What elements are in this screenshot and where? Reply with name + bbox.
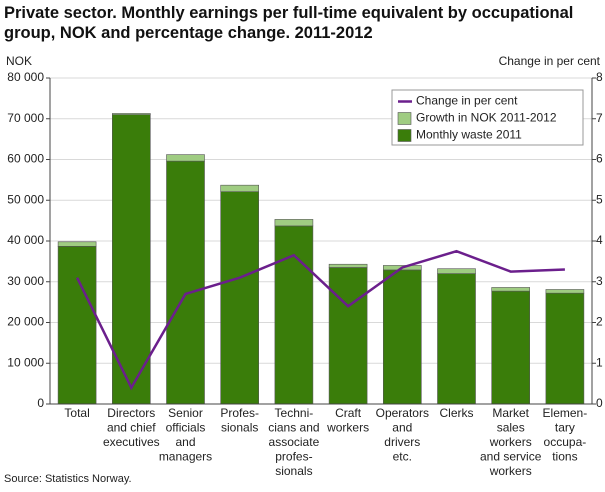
bar xyxy=(328,263,368,268)
y2-tick-label: 4 xyxy=(596,233,603,247)
chart-title: Private sector. Monthly earnings per ful… xyxy=(4,4,573,22)
x-tick-line: etc. xyxy=(393,450,412,464)
x-tick-label: Operators and drivers etc. xyxy=(376,406,429,464)
bar xyxy=(112,113,151,115)
source: Source: Statistics Norway. xyxy=(4,473,132,485)
x-tick-line: workers xyxy=(326,421,369,435)
x-tick-line: workers xyxy=(489,435,532,449)
chart-title: group, NOK and percentage change. 2011-2… xyxy=(4,24,373,42)
x-tick-line: and chief xyxy=(107,421,156,435)
x-tick-line: cians and xyxy=(268,421,319,435)
bar xyxy=(166,160,205,405)
bar xyxy=(57,241,97,247)
x-tick-line: Clerks xyxy=(439,406,473,420)
x-tick-line: Market xyxy=(492,406,529,420)
x-tick-line: and service xyxy=(480,450,542,464)
x-tick-line: Senior xyxy=(168,406,203,420)
y-tick-label: 20 000 xyxy=(7,315,44,329)
bar xyxy=(437,273,476,405)
y-tick-label: 80 000 xyxy=(7,70,44,84)
y2-tick-label: 8 xyxy=(596,70,603,84)
x-tick-line: managers xyxy=(159,450,212,464)
x-tick-line: tary xyxy=(555,421,575,435)
x-tick-line: sionals xyxy=(275,464,312,478)
y2-tick-label: 3 xyxy=(596,274,603,288)
y-tick-label: 60 000 xyxy=(7,152,44,166)
x-tick-line: officials xyxy=(166,421,206,435)
x-tick-label: Total xyxy=(64,406,89,420)
x-tick-line: tions xyxy=(552,450,577,464)
y2-tick-label: 0 xyxy=(596,396,603,410)
x-tick-line: Profes- xyxy=(220,406,259,420)
x-tick-line: occupa- xyxy=(544,435,587,449)
x-tick-line: Elemen- xyxy=(543,406,588,420)
legend-label: Change in per cent xyxy=(416,94,518,108)
bar xyxy=(112,114,151,405)
bar xyxy=(274,219,314,227)
y-tick-label: 50 000 xyxy=(7,192,44,206)
bar xyxy=(220,184,259,192)
bar xyxy=(328,267,368,405)
legend-swatch xyxy=(397,112,412,125)
bar xyxy=(491,290,531,405)
x-tick-line: profes- xyxy=(275,450,312,464)
y2-tick-label: 6 xyxy=(596,152,603,166)
x-tick-line: sales xyxy=(497,421,525,435)
x-tick-line: Techni- xyxy=(275,406,314,420)
y2-tick-label: 1 xyxy=(596,355,603,369)
bar xyxy=(545,289,585,294)
x-tick-label: Techni-cians and associate profes-sionals xyxy=(268,406,319,478)
x-tick-label: Clerks xyxy=(439,406,473,420)
y-tick-label: 40 000 xyxy=(7,233,44,247)
y-axis-title: NOK xyxy=(6,54,32,68)
x-tick-line: and xyxy=(175,435,195,449)
x-tick-label: Profes-sionals xyxy=(220,406,259,435)
y2-axis-title: Change in per cent xyxy=(499,54,601,68)
x-tick-line: Craft xyxy=(335,406,362,420)
x-tick-line: and xyxy=(392,421,412,435)
x-tick-label: Elemen-tary occupa-tions xyxy=(543,406,588,464)
bar xyxy=(274,225,314,405)
bar xyxy=(220,191,259,405)
y-tick-label: 10 000 xyxy=(7,355,44,369)
x-tick-label: Senior officials and managers xyxy=(159,406,212,464)
x-tick-line: workers xyxy=(489,464,532,478)
y2-tick-label: 2 xyxy=(596,315,603,329)
bar xyxy=(437,268,476,274)
bar xyxy=(382,269,422,405)
y-tick-label: 30 000 xyxy=(7,274,44,288)
y2-tick-label: 5 xyxy=(596,192,603,206)
x-tick-line: executives xyxy=(103,435,160,449)
x-tick-label: Craft workers xyxy=(326,406,369,435)
bar xyxy=(491,287,531,292)
x-tick-line: sionals xyxy=(221,421,258,435)
legend-box xyxy=(391,89,584,146)
bar xyxy=(57,245,97,405)
x-tick-line: Directors xyxy=(107,406,155,420)
y-tick-label: 0 xyxy=(37,396,44,410)
x-tick-line: drivers xyxy=(384,435,420,449)
x-tick-label: Directors and chief executives xyxy=(103,406,160,449)
y-tick-label: 70 000 xyxy=(7,111,44,125)
legend-label: Monthly waste 2011 xyxy=(416,128,522,142)
y2-tick-label: 7 xyxy=(596,111,603,125)
legend-label: Growth in NOK 2011-2012 xyxy=(416,111,557,125)
bar xyxy=(166,154,205,162)
bar xyxy=(545,292,585,405)
x-tick-line: Operators xyxy=(376,406,429,420)
legend-swatch xyxy=(397,129,412,142)
x-tick-line: Total xyxy=(64,406,89,420)
x-tick-line: associate xyxy=(269,435,320,449)
line xyxy=(75,249,565,391)
x-tick-label: Market sales workers and service workers xyxy=(480,406,542,478)
